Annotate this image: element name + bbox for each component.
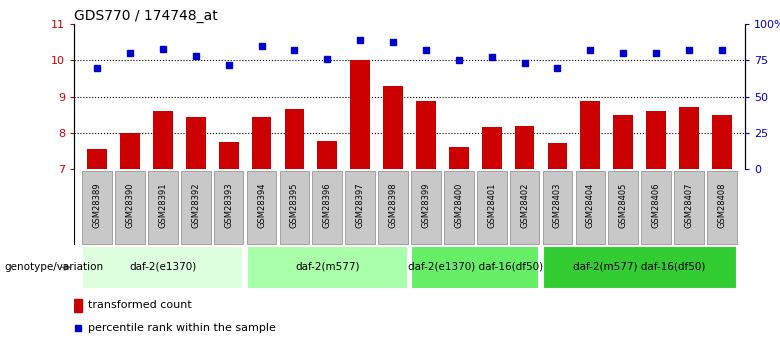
Text: GSM28394: GSM28394: [257, 183, 266, 228]
Text: GSM28389: GSM28389: [93, 183, 101, 228]
Text: GSM28397: GSM28397: [356, 183, 365, 228]
FancyBboxPatch shape: [181, 170, 211, 244]
FancyBboxPatch shape: [477, 170, 506, 244]
Text: GSM28407: GSM28407: [685, 183, 693, 228]
Text: GSM28406: GSM28406: [651, 183, 661, 228]
FancyBboxPatch shape: [674, 170, 704, 244]
FancyBboxPatch shape: [543, 170, 573, 244]
FancyBboxPatch shape: [444, 170, 473, 244]
Bar: [350, 60, 370, 169]
FancyBboxPatch shape: [411, 246, 540, 289]
FancyBboxPatch shape: [246, 170, 276, 244]
Bar: [252, 117, 271, 169]
Text: GDS770 / 174748_at: GDS770 / 174748_at: [74, 9, 218, 23]
Bar: [580, 101, 601, 169]
Text: GSM28408: GSM28408: [718, 183, 726, 228]
Text: GSM28391: GSM28391: [158, 183, 168, 228]
Bar: [74, 299, 83, 312]
Text: percentile rank within the sample: percentile rank within the sample: [87, 323, 275, 333]
FancyBboxPatch shape: [83, 246, 243, 289]
Text: GSM28390: GSM28390: [126, 183, 134, 228]
Bar: [613, 115, 633, 169]
Text: GSM28396: GSM28396: [323, 183, 331, 228]
Text: GSM28402: GSM28402: [520, 183, 529, 228]
Bar: [416, 101, 436, 169]
Bar: [87, 149, 107, 169]
Text: GSM28398: GSM28398: [388, 183, 398, 228]
Text: genotype/variation: genotype/variation: [4, 263, 103, 272]
Text: daf-2(e1370) daf-16(df50): daf-2(e1370) daf-16(df50): [408, 262, 543, 272]
FancyBboxPatch shape: [543, 246, 736, 289]
FancyBboxPatch shape: [510, 170, 540, 244]
Text: transformed count: transformed count: [87, 300, 191, 310]
FancyBboxPatch shape: [246, 246, 408, 289]
FancyBboxPatch shape: [214, 170, 243, 244]
FancyBboxPatch shape: [115, 170, 145, 244]
Text: daf-2(m577) daf-16(df50): daf-2(m577) daf-16(df50): [573, 262, 706, 272]
Bar: [285, 109, 304, 169]
Bar: [515, 126, 534, 169]
FancyBboxPatch shape: [378, 170, 408, 244]
Bar: [647, 111, 666, 169]
Bar: [712, 115, 732, 169]
Bar: [153, 111, 172, 169]
Text: GSM28393: GSM28393: [224, 183, 233, 228]
FancyBboxPatch shape: [279, 170, 309, 244]
Text: GSM28401: GSM28401: [488, 183, 496, 228]
Text: GSM28392: GSM28392: [191, 183, 200, 228]
Bar: [679, 107, 699, 169]
Text: GSM28403: GSM28403: [553, 183, 562, 228]
FancyBboxPatch shape: [313, 170, 342, 244]
Text: GSM28395: GSM28395: [290, 183, 299, 228]
Bar: [317, 141, 337, 169]
FancyBboxPatch shape: [148, 170, 178, 244]
FancyBboxPatch shape: [346, 170, 375, 244]
Bar: [186, 117, 206, 169]
Text: GSM28404: GSM28404: [586, 183, 595, 228]
Text: GSM28399: GSM28399: [421, 183, 431, 228]
Bar: [383, 86, 403, 169]
Bar: [482, 127, 502, 169]
Bar: [120, 133, 140, 169]
Bar: [548, 143, 567, 169]
FancyBboxPatch shape: [641, 170, 671, 244]
Bar: [218, 142, 239, 169]
Bar: [449, 147, 469, 169]
Text: daf-2(m577): daf-2(m577): [295, 262, 360, 272]
FancyBboxPatch shape: [411, 170, 441, 244]
Text: GSM28400: GSM28400: [454, 183, 463, 228]
FancyBboxPatch shape: [83, 170, 112, 244]
FancyBboxPatch shape: [707, 170, 736, 244]
FancyBboxPatch shape: [576, 170, 605, 244]
Text: daf-2(e1370): daf-2(e1370): [129, 262, 197, 272]
Text: GSM28405: GSM28405: [619, 183, 628, 228]
FancyBboxPatch shape: [608, 170, 638, 244]
